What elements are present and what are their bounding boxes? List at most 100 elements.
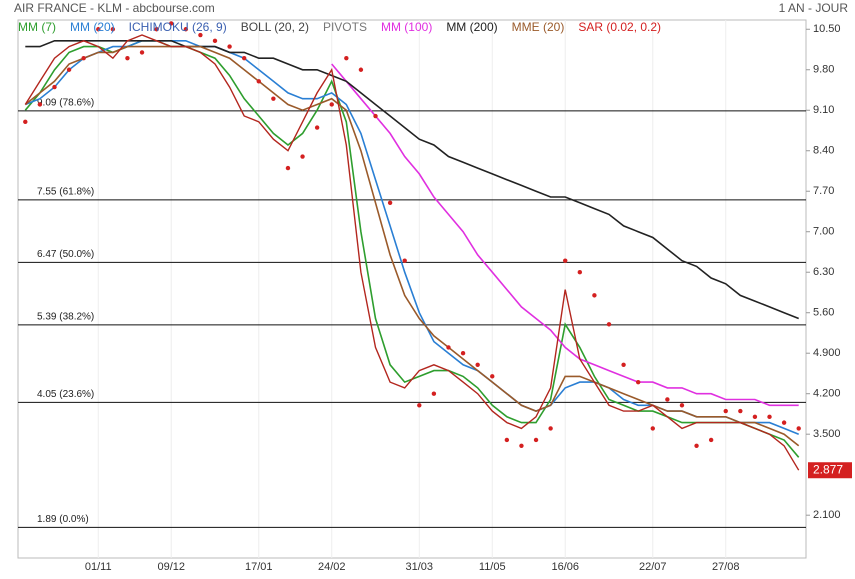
sar-dot (621, 362, 626, 367)
x-tick-label: 31/03 (406, 561, 434, 573)
sar-dot (300, 154, 305, 159)
sar-dot (694, 443, 699, 448)
plot-area (17, 19, 807, 559)
y-tick-label: 7.70 (813, 185, 834, 197)
sar-dot (387, 200, 393, 206)
y-tick-label: 6.30 (813, 266, 834, 278)
sar-dot (198, 32, 203, 38)
sar-dot (504, 437, 510, 443)
y-tick-label: 7.00 (813, 226, 834, 238)
last-price-box (808, 462, 852, 479)
legend-entry: BOLL (20, 2) (241, 20, 309, 34)
sar-dot (139, 50, 145, 55)
fib-label: 9.09 (78.6%) (37, 97, 94, 108)
x-tick-label: 27/08 (712, 561, 740, 573)
indicator-line (25, 40, 799, 320)
x-tick-label: 24/02 (318, 561, 346, 573)
x-tick-label: 09/12 (157, 561, 185, 573)
sar-dot (285, 165, 291, 171)
y-tick-label: 3.500 (813, 428, 841, 440)
sar-dot (752, 414, 758, 420)
sar-dot (183, 27, 189, 32)
sar-dot (96, 27, 101, 32)
sar-dot (37, 102, 43, 107)
fib-label: 4.05 (23.6%) (37, 389, 94, 400)
sar-dot (417, 403, 422, 408)
fib-label: 1.89 (0.0%) (37, 514, 89, 525)
y-tick-label: 4.200 (813, 388, 841, 400)
sar-dot (533, 437, 539, 443)
legend-entry: MM (200) (446, 20, 497, 34)
x-tick-label: 01/11 (85, 561, 112, 573)
sar-dot (344, 55, 349, 61)
sar-dot (66, 67, 72, 72)
sar-dot (23, 119, 28, 125)
legend-entry: MM (100) (381, 20, 432, 34)
sar-dot (606, 322, 612, 327)
legend-entry: ICHIMOKU (26, 9) (129, 20, 227, 34)
legend-entry: SAR (0.02, 0.2) (578, 20, 661, 34)
sar-dot (125, 55, 130, 61)
sar-dot (708, 437, 714, 443)
period: 1 AN - JOUR (779, 1, 849, 15)
sar-dot (256, 79, 261, 84)
sar-dot (241, 55, 247, 61)
sar-dot (490, 374, 495, 379)
sar-dot (212, 38, 218, 44)
sar-dot (665, 397, 670, 402)
sar-dot (169, 21, 174, 26)
sar-dot (475, 362, 480, 367)
sar-dot (227, 44, 232, 49)
sar-dot (548, 426, 553, 431)
sar-dot (358, 67, 364, 72)
y-tick-label: 5.60 (813, 307, 834, 319)
y-tick-label: 2.100 (813, 509, 841, 521)
sar-dot (431, 391, 437, 396)
sar-dot (650, 426, 655, 431)
sar-dot (402, 258, 407, 263)
chart-title: AIR FRANCE - KLM - abcbourse.com (14, 1, 215, 15)
sar-dot (154, 27, 159, 32)
y-tick-label: 4.900 (813, 347, 841, 359)
sar-dot (519, 443, 524, 448)
sar-dot (373, 113, 378, 119)
last-price-label: 2.877 (813, 462, 843, 476)
sar-dot (781, 420, 787, 425)
x-tick-label: 17/01 (245, 561, 273, 573)
sar-dot (563, 258, 568, 263)
y-tick-label: 9.80 (813, 64, 834, 76)
sar-dot (723, 408, 728, 414)
fib-label: 6.47 (50.0%) (37, 249, 94, 260)
legend-entry: PIVOTS (323, 20, 367, 34)
sar-dot (329, 102, 334, 107)
sar-dot (635, 379, 641, 385)
y-tick-label: 9.10 (813, 104, 834, 116)
sar-dot (577, 270, 583, 275)
legend-entry: MM (7) (18, 20, 56, 34)
y-tick-label: 8.40 (813, 145, 834, 157)
sar-dot (796, 426, 801, 431)
sar-dot (592, 293, 597, 298)
sar-dot (314, 125, 320, 130)
sar-dot (52, 84, 57, 90)
price-line (24, 34, 800, 471)
sar-dot (110, 27, 116, 32)
x-tick-label: 11/05 (479, 561, 506, 573)
sar-dot (81, 55, 86, 61)
sar-dot (679, 403, 685, 408)
indicator-line (331, 63, 799, 407)
legend-entry: MME (20) (512, 20, 565, 34)
sar-dot (767, 414, 772, 420)
fib-label: 7.55 (61.8%) (37, 187, 94, 198)
y-tick-label: 10.50 (813, 23, 841, 35)
x-tick-label: 22/07 (639, 561, 667, 573)
sar-dot (738, 408, 743, 414)
indicator-line (24, 45, 800, 447)
x-tick-label: 16/06 (551, 561, 579, 573)
sar-dot (271, 96, 276, 101)
sar-dot (460, 351, 466, 356)
sar-dot (446, 345, 451, 350)
legend-entry: MM (20) (70, 20, 115, 34)
